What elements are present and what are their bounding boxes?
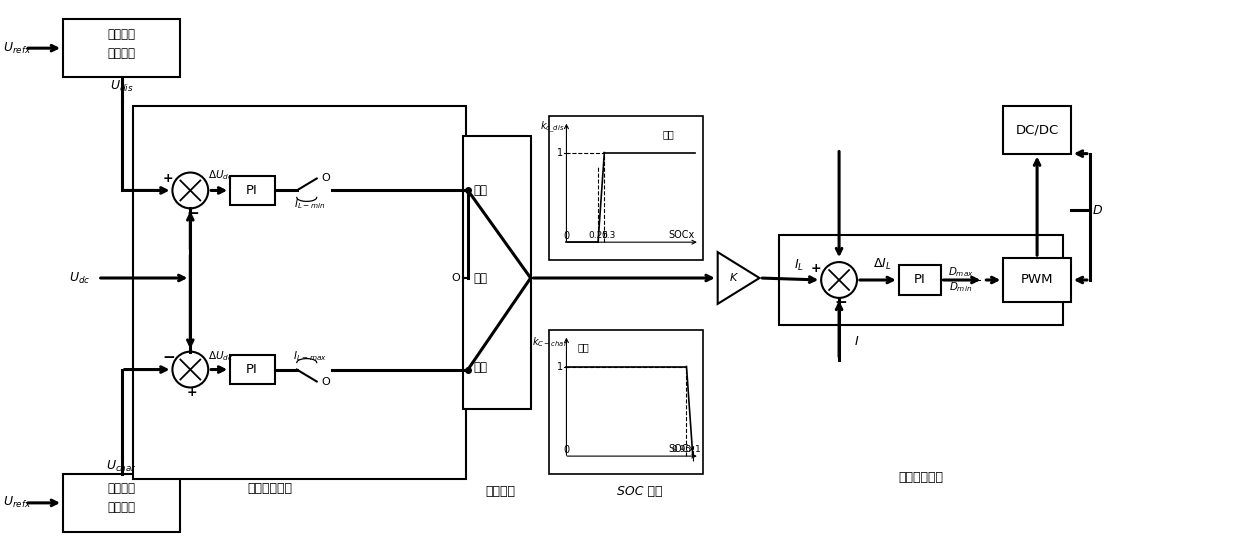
Bar [549,330,703,474]
Text: 0.3: 0.3 [601,230,616,240]
Text: PI: PI [247,363,258,376]
Text: DC/DC: DC/DC [1016,123,1058,136]
Text: 牵引网电压环: 牵引网电压环 [248,483,292,496]
Text: $\Delta U_{dc}$: $\Delta U_{dc}$ [208,169,233,182]
Text: $k_{c\_dis}$: $k_{c\_dis}$ [540,120,565,136]
Text: $U_{dc}$: $U_{dc}$ [69,271,90,286]
Text: 1: 1 [695,445,701,454]
Bar [549,116,703,260]
Text: 计算模块: 计算模块 [108,47,135,60]
Circle shape [172,352,208,387]
Text: PI: PI [247,184,258,197]
Text: $k_{C-char}$: $k_{C-char}$ [533,335,569,349]
Text: 充放电电流环: 充放电电流环 [898,470,943,484]
Bar [133,106,466,479]
Text: +: + [164,172,173,185]
Text: PWM: PWM [1021,273,1053,286]
Text: $I_{L-max}$: $I_{L-max}$ [292,349,327,363]
Text: $U_{dis}$: $U_{dis}$ [110,79,134,94]
Text: SOCx: SOCx [669,444,695,454]
Text: $U_{char}$: $U_{char}$ [107,459,138,474]
Text: $U_{refx}$: $U_{refx}$ [2,41,31,56]
Text: $I_L$: $I_L$ [794,258,804,273]
Bar [63,20,181,77]
Text: $\Delta I_L$: $\Delta I_L$ [872,257,891,272]
Text: SOCx: SOCx [669,230,695,240]
Text: 放电阈值: 放电阈值 [108,28,135,41]
Circle shape [821,262,857,298]
Bar [230,355,275,384]
Text: 模式切换: 模式切换 [486,485,515,498]
Text: −: − [835,295,847,310]
Text: 0: 0 [564,231,570,241]
Text: 充电: 充电 [577,343,590,353]
Bar [1004,258,1070,302]
Text: 充电阈值: 充电阈值 [108,483,135,496]
Text: 充电: 充电 [473,361,487,374]
Text: 放电: 放电 [473,184,487,197]
Text: K: K [730,273,737,283]
Bar [779,235,1063,325]
Text: $I_{L-min}$: $I_{L-min}$ [294,198,326,211]
Text: SOC 限流: SOC 限流 [617,485,663,498]
Text: −: − [186,206,198,221]
Text: $I$: $I$ [855,335,860,348]
Text: 0.25: 0.25 [589,230,608,240]
Bar [230,176,275,205]
Text: $D_{min}$: $D_{min}$ [949,280,973,294]
Text: 1: 1 [558,148,564,157]
Text: $D_{max}$: $D_{max}$ [948,265,974,279]
Bar [898,265,940,295]
Text: $U_{refx}$: $U_{refx}$ [2,496,31,511]
Text: PI: PI [914,273,926,286]
Text: 计算模块: 计算模块 [108,501,135,514]
Text: O: O [452,273,461,283]
Bar [1004,106,1070,153]
Text: 放电: 放电 [662,129,674,139]
Text: O: O [321,377,330,387]
Text: $\Delta U_{dc}$: $\Delta U_{dc}$ [208,349,233,363]
Text: O: O [321,172,330,182]
Text: +: + [187,386,198,399]
Bar [463,136,530,410]
Text: 0: 0 [564,445,570,455]
Text: −: − [162,350,175,365]
Text: $D$: $D$ [1093,204,1103,217]
Text: 1: 1 [558,362,564,372]
Circle shape [172,172,208,208]
Bar [63,474,181,532]
Text: +: + [810,262,821,275]
Text: 0.95: 0.95 [672,445,691,454]
Text: 备用: 备用 [473,272,487,285]
